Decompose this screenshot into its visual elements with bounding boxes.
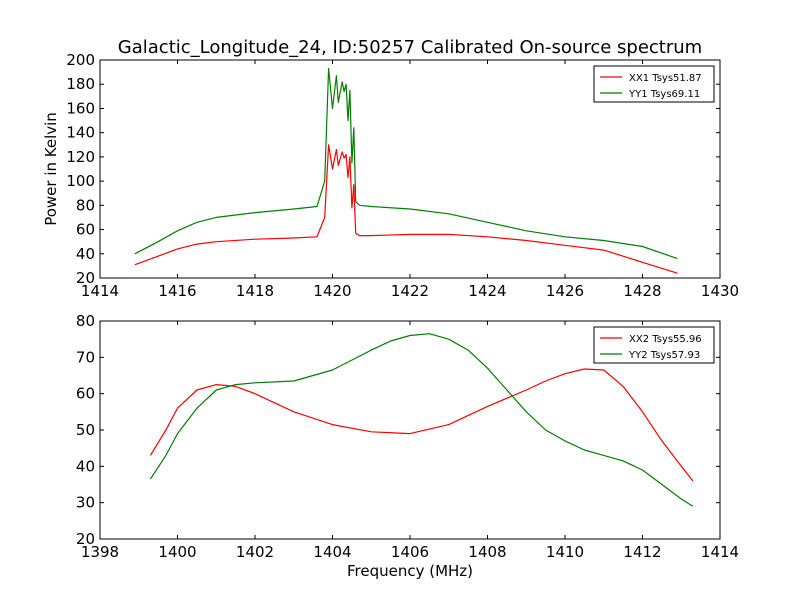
y-tick-label: 140 <box>66 124 95 142</box>
y-tick-label: 200 <box>66 51 95 69</box>
y-tick-label: 70 <box>76 348 95 366</box>
x-tick-label: 1398 <box>81 543 119 561</box>
y-tick-label: 80 <box>76 312 95 330</box>
y-tick-label: 20 <box>76 269 95 287</box>
x-tick-label: 1422 <box>391 282 429 300</box>
x-tick-label: 1418 <box>236 282 274 300</box>
x-tick-label: 1424 <box>468 282 506 300</box>
x-tick-label: 1406 <box>391 543 429 561</box>
plot-1: 1414 1416 1418 1420 1422 1424 1426 1428 1430 20 40… <box>42 51 739 300</box>
x-tick-label: 1426 <box>546 282 584 300</box>
y-tick-label: 40 <box>76 245 95 263</box>
legend-box <box>593 65 715 103</box>
x-tick-label: 1416 <box>158 282 196 300</box>
y-axis-label: Power in Kelvin <box>42 112 60 226</box>
x-tick-label: 1412 <box>623 543 661 561</box>
x-axis-label: Frequency (MHz) <box>347 562 473 580</box>
x-tick-label: 1414 <box>701 543 739 561</box>
x-tick-label: 1430 <box>701 282 739 300</box>
x-tick-label: 1402 <box>236 543 274 561</box>
y-tick-label: 180 <box>66 75 95 93</box>
figure-title: Galactic_Longitude_24, ID:50257 Calibrat… <box>118 37 702 58</box>
legend-box <box>593 326 715 364</box>
legend-label: XX1 Tsys51.87 <box>629 73 702 84</box>
y-tick-label: 120 <box>66 148 95 166</box>
x-tick-label: 1410 <box>546 543 584 561</box>
y-tick-label: 20 <box>76 530 95 548</box>
series-line-2 <box>149 333 694 507</box>
x-tick-label: 1400 <box>158 543 196 561</box>
plot-2: 1398 1400 1402 1404 1406 1408 1410 1412 1414 20 30… <box>76 312 739 580</box>
y-tick-label: 100 <box>66 172 95 190</box>
series-line-1 <box>134 144 678 274</box>
y-tick-label: 40 <box>76 457 95 475</box>
x-tick-label: 1404 <box>313 543 351 561</box>
legend-label: YY1 Tsys69.11 <box>628 89 700 100</box>
y-tick-label: 80 <box>76 196 95 214</box>
y-tick-label: 50 <box>76 421 95 439</box>
y-tick-label: 60 <box>76 385 95 403</box>
legend-label: YY2 Tsys57.93 <box>628 350 700 361</box>
x-tick-label: 1414 <box>81 282 119 300</box>
y-tick-label: 30 <box>76 494 95 512</box>
plots: 1414 1416 1418 1420 1422 1424 1426 1428 1430 20 40… <box>42 51 739 580</box>
x-tick-label: 1408 <box>468 543 506 561</box>
x-tick-label: 1428 <box>623 282 661 300</box>
series-line-1 <box>149 368 694 482</box>
series-line-2 <box>134 67 678 260</box>
legend: XX1 Tsys51.87 YY1 Tsys69.11 <box>593 65 715 103</box>
legend: XX2 Tsys55.96 YY2 Tsys57.93 <box>593 326 715 364</box>
y-tick-label: 160 <box>66 99 95 117</box>
y-tick-label: 60 <box>76 221 95 239</box>
legend-label: XX2 Tsys55.96 <box>629 334 702 345</box>
x-tick-label: 1420 <box>313 282 351 300</box>
